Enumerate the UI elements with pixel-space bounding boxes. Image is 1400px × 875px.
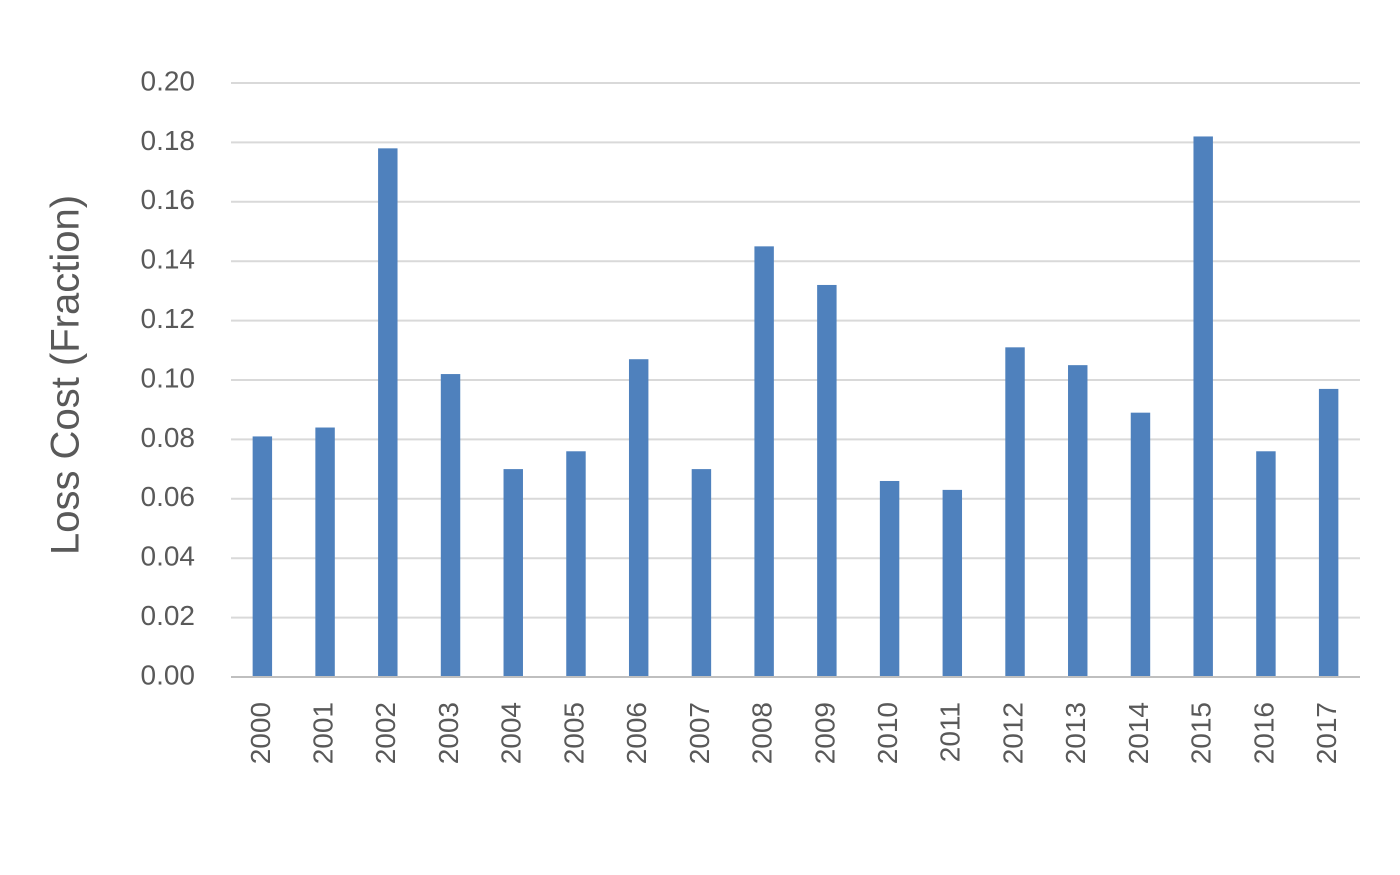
x-tick-label: 2007	[684, 702, 715, 764]
x-tick-label: 2010	[872, 702, 903, 764]
bar	[252, 436, 273, 677]
x-tick-label: 2002	[370, 702, 401, 764]
bar	[503, 469, 523, 677]
bar	[315, 427, 335, 677]
x-tick-label: 2005	[558, 702, 589, 764]
y-tick-label: 0.04	[141, 541, 196, 572]
bar	[1256, 451, 1276, 677]
y-tick-label: 0.16	[141, 184, 196, 215]
x-tick-label: 2011	[935, 702, 966, 762]
y-tick-label: 0.14	[141, 244, 196, 275]
x-tick-label: 2016	[1248, 702, 1279, 764]
bar	[1193, 136, 1213, 677]
bar	[1068, 365, 1088, 677]
bar	[754, 246, 774, 677]
x-tick-label: 2000	[245, 702, 276, 764]
y-tick-label: 0.02	[141, 600, 196, 631]
x-tick-label: 2008	[747, 702, 778, 764]
y-tick-label: 0.12	[141, 303, 196, 334]
x-tick-label: 2001	[307, 702, 338, 764]
bar	[879, 480, 900, 677]
y-axis-title: Loss Cost (Fraction)	[44, 195, 88, 555]
x-tick-label: 2015	[1186, 702, 1217, 764]
y-tick-label: 0.00	[141, 659, 196, 690]
x-tick-label: 2004	[496, 702, 527, 764]
bar	[942, 489, 963, 677]
x-tick-label: 2009	[809, 702, 840, 764]
x-tick-label: 2006	[621, 702, 652, 764]
y-tick-label: 0.20	[141, 65, 196, 96]
x-tick-label: 2012	[997, 702, 1028, 764]
y-tick-label: 0.18	[141, 125, 196, 156]
bar	[691, 469, 712, 677]
x-tick-label: 2014	[1123, 702, 1154, 764]
x-tick-label: 2003	[433, 702, 464, 764]
bar	[817, 284, 837, 677]
bar	[378, 148, 398, 678]
bar	[1318, 388, 1339, 677]
bar	[1130, 412, 1151, 677]
bar	[1005, 347, 1025, 677]
bar	[628, 359, 649, 677]
y-tick-label: 0.10	[141, 362, 196, 393]
bar	[440, 374, 461, 677]
y-tick-label: 0.06	[141, 481, 196, 512]
bar	[566, 451, 586, 677]
x-tick-label: 2013	[1060, 702, 1091, 764]
y-tick-label: 0.08	[141, 422, 196, 453]
x-tick-label: 2017	[1311, 702, 1342, 764]
